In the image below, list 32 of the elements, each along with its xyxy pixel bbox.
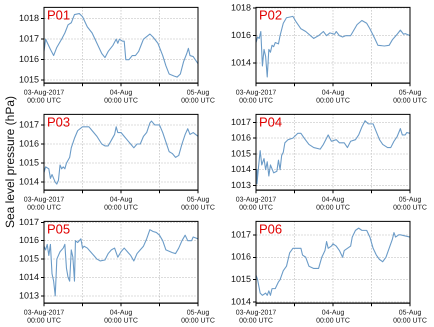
y-tick-label: 1017	[18, 119, 39, 130]
y-tick-label: 1014	[230, 58, 251, 68]
y-tick-label: 1014	[230, 164, 251, 174]
y-tick-label: 1016	[18, 54, 39, 64]
y-tick-label: 1014	[18, 176, 39, 187]
y-tick-label: 1017	[18, 216, 39, 227]
chart-title: P02	[259, 7, 282, 22]
y-tick-label: 1016	[230, 30, 251, 40]
y-tick-label: 1018	[230, 2, 251, 13]
chart-title: P06	[259, 221, 282, 236]
y-tick-label: 1017	[230, 229, 251, 240]
y-tick-label: 1015	[18, 254, 39, 264]
y-tick-label: 1016	[230, 132, 251, 143]
chart-title: P04	[259, 114, 282, 130]
chart-title: P05	[47, 221, 70, 236]
y-tick-label: 1015	[230, 274, 251, 284]
y-tick-label: 1014	[230, 296, 251, 307]
y-tick-label: 1016	[18, 138, 39, 148]
y-tick-label: 1018	[18, 13, 39, 24]
y-tick-label: 1016	[18, 235, 39, 246]
y-tick-label: 1017	[230, 116, 251, 127]
y-tick-label: 1015	[230, 148, 251, 158]
y-tick-label: 1015	[18, 158, 39, 168]
chart-title: P03	[47, 114, 70, 130]
y-tick-label: 1017	[18, 34, 39, 44]
y-tick-label: 1013	[230, 180, 251, 190]
y-tick-label: 1013	[18, 290, 39, 300]
chart-title: P01	[47, 7, 70, 22]
y-tick-label: 1014	[18, 272, 39, 282]
y-axis-title: Sea level pressure (hPa)	[3, 94, 17, 230]
y-tick-label: 1015	[18, 74, 39, 85]
y-tick-label: 1016	[230, 252, 251, 262]
